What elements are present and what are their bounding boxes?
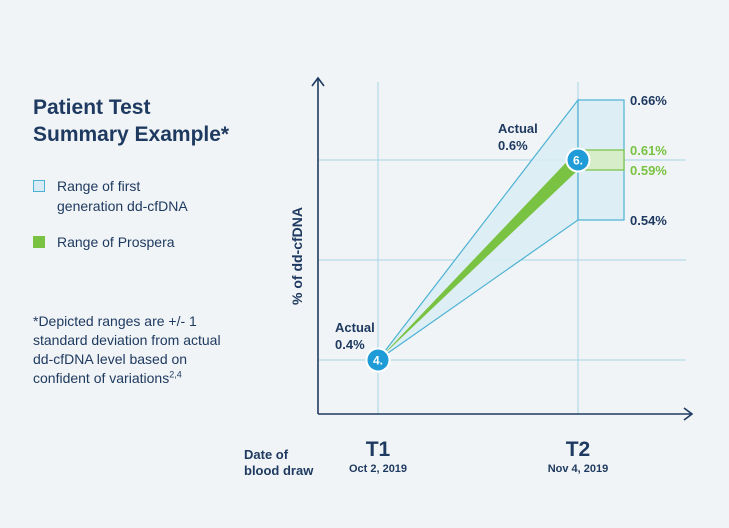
- range-area-prospera: [378, 150, 578, 360]
- x-tick-date: Oct 2, 2019: [349, 463, 407, 475]
- actual-marker-label: 6.: [573, 154, 583, 168]
- footnote-line-4: confident of variations2,4: [33, 369, 273, 388]
- x-axis-label-line: blood draw: [244, 463, 314, 478]
- x-axis-arrow: [683, 407, 694, 421]
- range-end-label: 0.59%: [630, 163, 667, 178]
- legend-label-line-1: Range of Prospera: [57, 234, 175, 250]
- range-area-first-generation: [377, 98, 579, 361]
- y-axis-arrow: [311, 76, 325, 87]
- footnote-line-4-text: confident of variations: [33, 370, 170, 386]
- legend-swatch-first-generation: [33, 180, 45, 192]
- actual-value-label: 0.6%: [498, 138, 528, 153]
- footnote-line-2: standard deviation from actual: [33, 332, 221, 348]
- footnote-superscript: 2,4: [169, 369, 182, 380]
- title-line-1: Patient Test: [33, 96, 151, 119]
- page-title: Patient Test Summary Example*: [33, 94, 229, 148]
- x-tick-date: Nov 4, 2019: [548, 463, 609, 475]
- legend-label-line-2: generation dd-cfDNA: [57, 198, 188, 214]
- series-areas: [377, 98, 625, 361]
- axes: [311, 76, 694, 421]
- actual-value-label: Actual: [335, 320, 375, 335]
- x-tick-label: T1: [366, 438, 391, 461]
- legend-label-prospera: Range of Prospera: [57, 232, 175, 252]
- range-end-label: 0.54%: [630, 213, 667, 228]
- actual-marker: [565, 147, 591, 173]
- legend-label-first-generation: Range of first generation dd-cfDNA: [57, 176, 188, 216]
- actual-marker-label: 4.: [373, 354, 383, 368]
- actual-value-label: Actual: [498, 121, 538, 136]
- legend-label-line-1: Range of first: [57, 178, 141, 194]
- x-axis-label-line: Date of: [244, 447, 289, 462]
- footnote: *Depicted ranges are +/- 1 standard devi…: [33, 312, 273, 388]
- title-line-2: Summary Example*: [33, 123, 230, 146]
- actual-marker: [365, 347, 391, 373]
- range-end-label: 0.61%: [630, 143, 667, 158]
- actual-value-label: 0.4%: [335, 337, 365, 352]
- range-end-label: 0.66%: [630, 93, 667, 108]
- footnote-line-1: *Depicted ranges are +/- 1: [33, 313, 197, 329]
- x-tick-label: T2: [566, 438, 591, 461]
- footnote-line-3: dd-cfDNA level based on: [33, 351, 188, 367]
- legend-swatch-prospera: [33, 236, 45, 248]
- y-axis-label: % of dd-cfDNA: [289, 207, 305, 305]
